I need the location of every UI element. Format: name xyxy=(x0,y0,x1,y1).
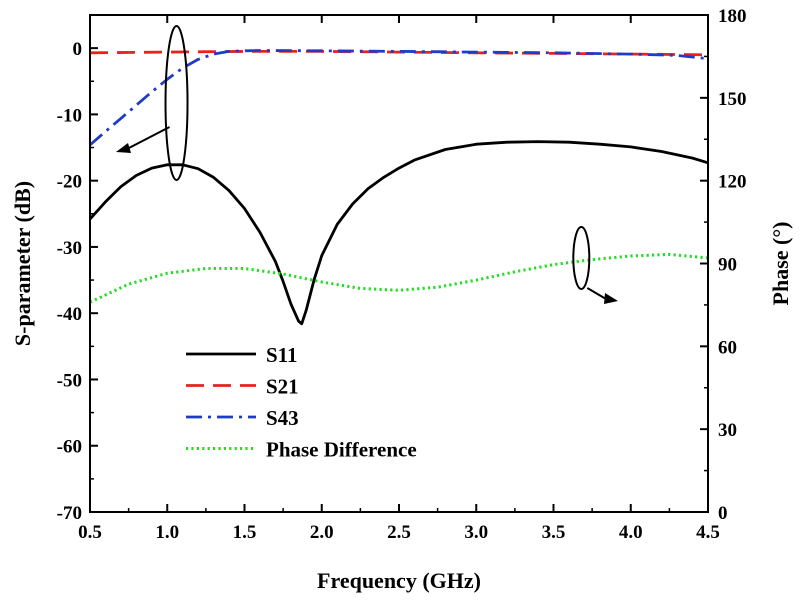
y-left-tick-label: -10 xyxy=(57,105,82,126)
y-left-tick-label: -40 xyxy=(57,304,82,325)
y-right-tick-label: 30 xyxy=(718,420,737,441)
y-left-axis-title: S-parameter (dB) xyxy=(10,181,35,346)
series-line-s43 xyxy=(89,49,709,146)
y-left-tick-label: -70 xyxy=(57,503,82,524)
legend-label-s11: S11 xyxy=(266,343,298,367)
y-left-tick-label: -60 xyxy=(57,437,82,458)
x-tick-label: 0.5 xyxy=(78,522,102,543)
annotation-ellipse-phase xyxy=(572,226,591,290)
y-right-tick-label: 90 xyxy=(718,255,737,276)
x-tick-label: 1.5 xyxy=(233,522,257,543)
y-left-tick-label: -20 xyxy=(57,172,82,193)
y-right-axis-title: Phase (°) xyxy=(768,222,793,306)
annotation-arrowhead-right xyxy=(604,293,618,304)
x-tick-label: 2.5 xyxy=(387,522,411,543)
series-line-s21 xyxy=(89,50,709,57)
x-tick-label: 3.5 xyxy=(542,522,566,543)
series-line-phase-difference xyxy=(89,252,709,304)
legend-label-s21: S21 xyxy=(266,375,299,399)
legend-label-phase-difference: Phase Difference xyxy=(266,438,417,462)
y-right-tick-label: 120 xyxy=(718,172,747,193)
x-tick-label: 1.0 xyxy=(155,522,179,543)
y-left-tick-label: -30 xyxy=(57,238,82,259)
annotation-arrow-right xyxy=(586,287,607,300)
x-tick-label: 2.0 xyxy=(310,522,334,543)
y-right-tick-label: 180 xyxy=(718,6,747,27)
y-right-tick-label: 0 xyxy=(718,503,728,524)
annotation-ellipse-s-params xyxy=(164,25,189,181)
plot-area: 0.5 1.0 1.5 2.0 2.5 3.0 3.5 4.0 4.50-10-20-30-40… xyxy=(10,6,793,593)
annotation-arrow-left xyxy=(126,126,170,150)
y-left-tick-label: 0 xyxy=(73,39,83,60)
series-line-s11 xyxy=(88,140,709,326)
x-tick-label: 3.0 xyxy=(464,522,488,543)
y-right-tick-label: 150 xyxy=(718,89,747,110)
y-left-tick-label: -50 xyxy=(57,370,82,391)
x-tick-label: 4.0 xyxy=(619,522,643,543)
annotation-arrowhead-left xyxy=(116,143,131,153)
x-tick-label: 4.5 xyxy=(696,522,720,543)
x-axis-title: Frequency (GHz) xyxy=(317,568,481,593)
legend-label-s43: S43 xyxy=(266,406,299,430)
y-right-tick-label: 60 xyxy=(718,337,737,358)
